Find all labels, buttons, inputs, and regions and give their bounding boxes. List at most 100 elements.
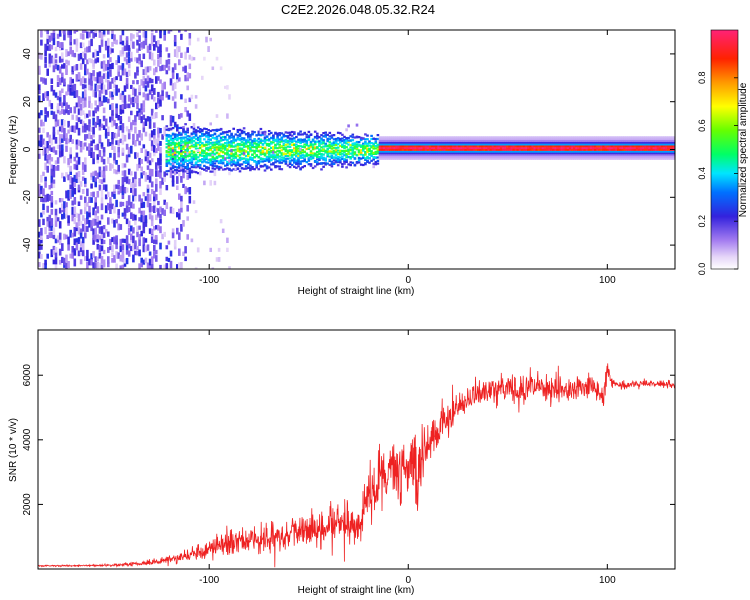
heatmap-cell — [98, 134, 102, 143]
heatmap-cell — [347, 150, 350, 153]
heatmap-cell — [213, 165, 217, 168]
heatmap-cell — [646, 156, 649, 158]
heatmap-cell — [671, 157, 674, 160]
heatmap-cell — [61, 52, 64, 59]
heatmap-cell — [518, 154, 522, 157]
heatmap-cell — [67, 120, 70, 128]
heatmap-cell — [257, 137, 261, 140]
heatmap-cell — [178, 30, 181, 33]
heatmap-cell — [345, 149, 348, 152]
heatmap-cell — [612, 145, 616, 148]
heatmap-cell — [339, 132, 342, 135]
heatmap-cell — [428, 143, 432, 146]
heatmap-cell — [395, 138, 398, 141]
heatmap-cell — [341, 163, 344, 166]
heatmap-cell — [186, 47, 189, 53]
heatmap-cell — [596, 152, 599, 155]
heatmap-cell — [548, 147, 551, 150]
heatmap-cell — [186, 135, 189, 138]
heatmap-cell — [180, 33, 183, 40]
heatmap-cell — [121, 147, 125, 153]
heatmap-cell — [395, 147, 398, 150]
heatmap-cell — [658, 152, 662, 155]
heatmap-cell — [61, 30, 64, 34]
heatmap-cell — [610, 143, 614, 146]
heatmap-cell — [267, 138, 271, 141]
heatmap-cell — [587, 156, 591, 158]
heatmap-cell — [125, 187, 129, 193]
heatmap-cell — [581, 148, 584, 151]
heatmap-cell — [117, 151, 120, 158]
heatmap-cell — [428, 147, 432, 150]
heatmap-cell — [472, 141, 476, 144]
heatmap-cell — [144, 131, 148, 137]
heatmap-cell — [667, 143, 670, 146]
heatmap-cell — [355, 135, 359, 138]
heatmap-cell — [113, 219, 116, 228]
heatmap-cell — [393, 152, 396, 155]
heatmap-cell — [209, 37, 212, 42]
heatmap-cell — [339, 156, 342, 159]
heatmap-cell — [196, 143, 200, 146]
heatmap-cell — [506, 154, 509, 157]
heatmap-cell — [397, 152, 401, 155]
heatmap-cell — [121, 250, 125, 259]
heatmap-cell — [414, 145, 417, 148]
heatmap-cell — [621, 148, 624, 151]
heatmap-cell — [512, 138, 516, 141]
heatmap-cell — [244, 159, 248, 162]
heatmap-cell — [173, 63, 177, 70]
heatmap-cell — [451, 141, 455, 144]
heatmap-cell — [284, 157, 288, 160]
heatmap-cell — [669, 141, 672, 144]
heatmap-cell — [658, 141, 662, 144]
heatmap-cell — [543, 147, 547, 150]
heatmap-cell — [332, 162, 336, 165]
heatmap-cell — [535, 156, 539, 158]
heatmap-cell — [627, 147, 630, 150]
heatmap-cell — [573, 141, 576, 144]
heatmap-cell — [437, 157, 440, 160]
heatmap-cell — [50, 110, 54, 115]
heatmap-cell — [50, 231, 54, 239]
heatmap-cell — [633, 139, 637, 142]
heatmap-cell — [102, 225, 106, 230]
heatmap-cell — [606, 148, 610, 151]
heatmap-cell — [449, 141, 453, 144]
heatmap-cell — [165, 143, 169, 146]
heatmap-cell — [474, 143, 478, 146]
heatmap-cell — [414, 154, 417, 157]
heatmap-cell — [276, 153, 279, 157]
heatmap-cell — [295, 159, 298, 162]
heatmap-cell — [207, 138, 210, 141]
heatmap-cell — [527, 150, 530, 153]
heatmap-cell — [341, 140, 344, 143]
heatmap-cell — [132, 87, 135, 96]
heatmap-cell — [182, 161, 185, 164]
heatmap-cell — [623, 152, 626, 155]
heatmap-cell — [364, 138, 367, 141]
heatmap-cell — [140, 215, 143, 223]
heatmap-cell — [420, 148, 424, 151]
heatmap-cell — [198, 153, 202, 156]
heatmap-cell — [219, 143, 223, 146]
heatmap-cell — [393, 154, 396, 157]
heatmap-cell — [150, 78, 154, 84]
heatmap-cell — [88, 124, 91, 132]
heatmap-cell — [581, 150, 584, 153]
heatmap-cell — [159, 57, 162, 65]
heatmap-cell — [98, 184, 102, 191]
heatmap-cell — [508, 152, 511, 155]
heatmap-cell — [146, 75, 150, 82]
heatmap-cell — [142, 31, 146, 38]
heatmap-cell — [472, 157, 476, 160]
heatmap-cell — [385, 147, 388, 150]
heatmap-cell — [479, 157, 482, 160]
heatmap-cell — [123, 258, 127, 264]
heatmap-cell — [171, 175, 175, 183]
heatmap-cell — [545, 147, 549, 150]
heatmap-cell — [430, 136, 434, 139]
heatmap-cell — [138, 130, 141, 138]
heatmap-cell — [84, 142, 87, 147]
heatmap-cell — [178, 162, 181, 165]
